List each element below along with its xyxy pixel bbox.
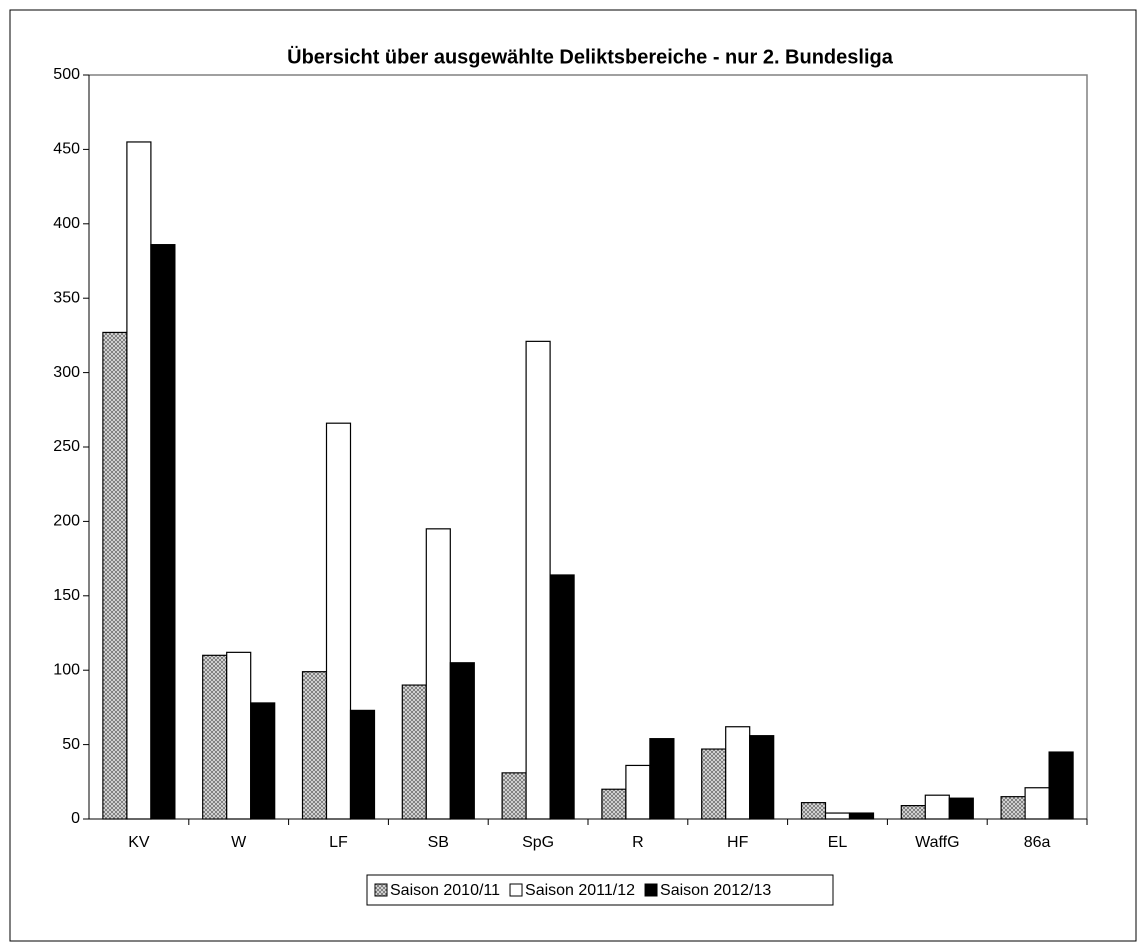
bar <box>325 422 352 820</box>
y-tick-label: 350 <box>53 289 80 306</box>
y-tick-label: 200 <box>53 513 80 530</box>
legend-label: Saison 2012/13 <box>660 882 771 899</box>
x-tick-label: SB <box>428 834 449 851</box>
bar <box>401 684 427 820</box>
bar <box>601 788 627 820</box>
y-tick-label: 400 <box>53 215 80 232</box>
bar <box>349 709 376 820</box>
bar <box>525 340 551 820</box>
bar <box>301 671 328 820</box>
bar <box>1024 787 1050 820</box>
x-tick-label: HF <box>727 834 749 851</box>
y-tick-label: 450 <box>53 141 80 158</box>
bar <box>150 244 176 820</box>
bar <box>848 812 875 820</box>
x-tick-label: SpG <box>522 834 554 851</box>
bar <box>625 764 651 820</box>
bar <box>725 726 751 820</box>
bar <box>501 772 527 820</box>
bar <box>701 748 727 820</box>
bar <box>102 331 128 820</box>
bar <box>649 738 675 820</box>
chart-frame <box>9 9 1137 942</box>
y-tick-label: 0 <box>71 810 80 827</box>
bar <box>250 702 276 820</box>
legend-box <box>366 874 834 906</box>
legend-swatch <box>374 883 388 897</box>
x-tick-label: LF <box>329 834 348 851</box>
bar <box>824 812 851 820</box>
legend-swatch <box>644 883 658 897</box>
y-tick-label: 100 <box>53 661 80 678</box>
y-tick-label: 150 <box>53 587 80 604</box>
bar <box>226 651 252 820</box>
y-tick-label: 500 <box>53 66 80 83</box>
bar <box>1048 751 1074 820</box>
x-tick-label: KV <box>128 834 150 851</box>
bar <box>202 654 228 820</box>
bar <box>126 141 152 820</box>
bar <box>1000 796 1026 820</box>
x-tick-label: EL <box>828 834 848 851</box>
legend-swatch <box>509 883 523 897</box>
x-tick-label: WaffG <box>915 834 959 851</box>
x-tick-label: 86a <box>1024 834 1051 851</box>
y-tick-label: 50 <box>62 736 80 753</box>
legend-label: Saison 2010/11 <box>390 882 500 899</box>
bar <box>449 662 475 820</box>
bar <box>749 735 775 820</box>
bar <box>425 528 451 820</box>
bar <box>948 797 974 820</box>
chart-title: Übersicht über ausgewählte Deliktsbereic… <box>287 45 894 68</box>
x-tick-label: W <box>231 834 247 851</box>
bar <box>800 802 827 820</box>
plot-border <box>89 74 1088 819</box>
x-tick-label: R <box>632 834 644 851</box>
y-tick-label: 300 <box>53 364 80 381</box>
bar <box>549 574 575 820</box>
legend-label: Saison 2011/12 <box>525 882 635 899</box>
bar <box>900 805 926 820</box>
y-tick-label: 250 <box>53 438 80 455</box>
bar <box>924 794 950 820</box>
